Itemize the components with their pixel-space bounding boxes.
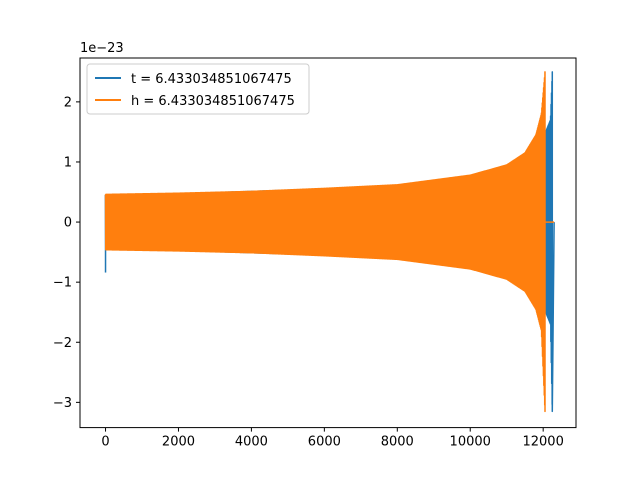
y-tick-label: −3 bbox=[53, 396, 72, 411]
y-tick-label: −2 bbox=[53, 336, 72, 351]
legend: t = 6.433034851067475 h = 6.4330348510674… bbox=[86, 63, 310, 115]
axes-frame bbox=[79, 57, 577, 429]
x-tick-label: 2000 bbox=[162, 435, 195, 450]
y-tick-label: 0 bbox=[64, 216, 72, 231]
x-axis: 0 2000 4000 6000 8000 10000 12000 bbox=[101, 427, 564, 450]
x-tick-label: 8000 bbox=[381, 435, 414, 450]
y-offset-text: 1e−23 bbox=[80, 41, 124, 56]
x-tick-label: 6000 bbox=[308, 435, 341, 450]
x-tick-label: 0 bbox=[101, 435, 109, 450]
legend-box bbox=[86, 63, 310, 115]
legend-label-0: t = 6.433034851067475 bbox=[131, 72, 292, 87]
x-tick-label: 4000 bbox=[235, 435, 268, 450]
x-tick-label: 12000 bbox=[522, 435, 563, 450]
y-axis: 2 1 0 −1 −2 −3 bbox=[53, 95, 80, 411]
series-line-1 bbox=[104, 71, 555, 413]
plot-area bbox=[104, 71, 555, 413]
y-tick-label: 1 bbox=[64, 155, 72, 170]
legend-label-1: h = 6.433034851067475 bbox=[131, 94, 295, 109]
y-tick-label: −1 bbox=[53, 276, 72, 291]
x-tick-label: 10000 bbox=[450, 435, 491, 450]
y-tick-label: 2 bbox=[64, 95, 72, 110]
